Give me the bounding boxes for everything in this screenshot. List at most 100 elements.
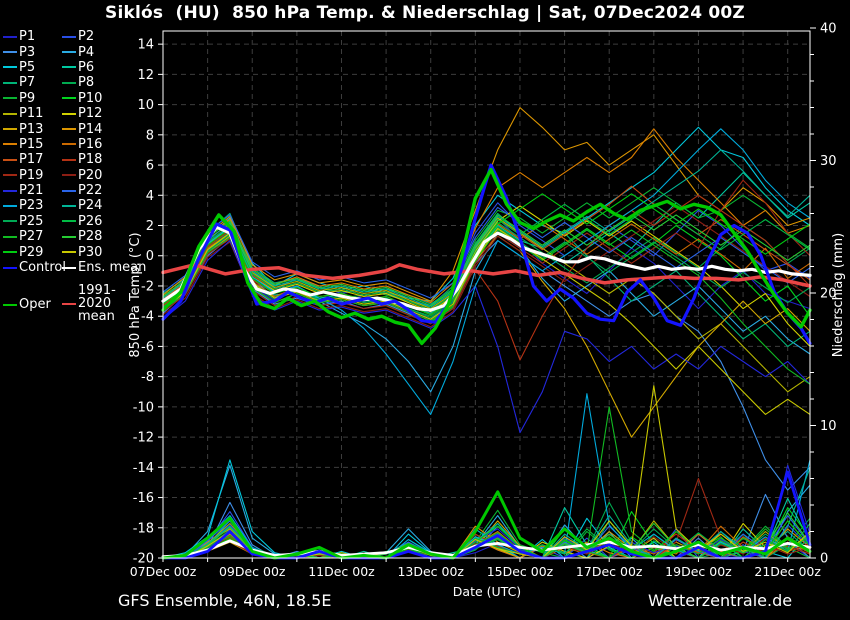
y-right-tick-label: 10: [820, 419, 837, 434]
member-p23-temp-line: [162, 128, 811, 415]
legend-label: P21: [19, 183, 44, 199]
ensemble-legend: P1 P2 P3 P4 P5 P6 P7 P8 P9 P10 P11 P12 P13 P14 P15 P16 P…: [3, 29, 146, 323]
legend-item-p4: P4: [62, 46, 146, 59]
legend-label: P5: [19, 59, 36, 75]
member-p22-temp-line: [162, 206, 811, 299]
legend-color-swatch: [3, 204, 17, 207]
legend-item-p5: P5: [3, 61, 62, 74]
legend-color-swatch: [3, 235, 17, 238]
legend-label: P14: [78, 121, 103, 137]
legend-color-swatch: [3, 112, 17, 115]
y-right-tick-label: 0: [820, 552, 828, 567]
footer-site-name: Wetterzentrale.de: [648, 591, 793, 610]
legend-item-p30: P30: [62, 246, 146, 259]
y-left-tick-label: 6: [146, 159, 154, 174]
main-temp-lines: [161, 163, 812, 346]
legend-label: P28: [78, 229, 103, 245]
x-tick-label: 19Dec 00z: [665, 564, 732, 579]
legend-color-swatch: [62, 35, 76, 38]
legend-item-p8: P8: [62, 76, 146, 89]
legend-color-swatch: [62, 51, 76, 54]
legend-item-p25: P25: [3, 215, 62, 228]
legend-color-swatch: [62, 204, 76, 207]
legend-label: P10: [78, 90, 103, 106]
legend-member-grid: P1 P2 P3 P4 P5 P6 P7 P8 P9 P10 P11 P12 P13 P14 P15 P16 P…: [3, 29, 146, 275]
legend-color-swatch: [3, 266, 17, 269]
series-ens-mean-temp-line: [161, 225, 812, 312]
footer-model-info: GFS Ensemble, 46N, 18.5E: [118, 591, 332, 610]
y-left-tick-label: 2: [146, 219, 154, 234]
y-left-tick-label: 10: [137, 98, 154, 113]
y-left-tick-label: -18: [133, 521, 154, 536]
legend-label: P15: [19, 136, 44, 152]
x-tick-label: 11Dec 00z: [308, 564, 375, 579]
legend-color-swatch: [3, 158, 17, 161]
legend-label: P18: [78, 152, 103, 168]
legend-label: P19: [19, 167, 44, 183]
x-tick-label: 21Dec 00z: [754, 564, 821, 579]
y-left-tick-label: -14: [133, 461, 154, 476]
legend-item-p16: P16: [62, 138, 146, 151]
legend-color-swatch: [62, 128, 76, 131]
legend-color-swatch: [3, 189, 17, 192]
y-left-tick-label: -4: [141, 310, 154, 325]
y-left-tick-label: 4: [146, 189, 154, 204]
legend-label: P11: [19, 106, 44, 122]
x-tick-label: 15Dec 00z: [487, 564, 554, 579]
legend-item-1991-2020-mean: 1991-2020 mean: [62, 284, 137, 323]
legend-item-p20: P20: [62, 169, 146, 182]
legend-label: P20: [78, 167, 103, 183]
legend-item-p18: P18: [62, 153, 146, 166]
legend-item-p23: P23: [3, 199, 62, 212]
legend-color-swatch: [3, 66, 17, 69]
legend-color-swatch: [3, 81, 17, 84]
main-precip-lines: [161, 470, 812, 560]
legend-item-p9: P9: [3, 92, 62, 105]
legend-item-p1: P1: [3, 30, 62, 43]
y-axis-left-title: 850 hPa Temp. (°C): [128, 232, 143, 358]
legend-item-p7: P7: [3, 76, 62, 89]
legend-item-p11: P11: [3, 107, 62, 120]
legend-color-swatch: [3, 143, 17, 146]
legend-item-p21: P21: [3, 184, 62, 197]
series-1991-2020-mean-temp-line: [161, 263, 812, 288]
y-axis-right-title: Niederschlag (mm): [831, 232, 846, 358]
member-p26-temp-line: [162, 203, 811, 311]
legend-item-p29: P29: [3, 246, 62, 259]
legend-color-swatch: [62, 189, 76, 192]
legend-label: P27: [19, 229, 44, 245]
legend-color-swatch: [62, 251, 76, 254]
series-oper-temp-line: [161, 167, 812, 346]
legend-color-swatch: [3, 251, 17, 254]
legend-label: P25: [19, 213, 44, 229]
legend-color-swatch: [3, 51, 17, 54]
legend-color-swatch: [62, 112, 76, 115]
legend-label: P17: [19, 152, 44, 168]
legend-color-swatch: [62, 220, 76, 223]
legend-label: P30: [78, 244, 103, 260]
y-left-tick-label: -6: [141, 340, 154, 355]
x-tick-label: 13Dec 00z: [397, 564, 464, 579]
member-p30-temp-line: [162, 227, 811, 415]
legend-color-swatch: [62, 302, 76, 305]
legend-label: P2: [78, 29, 95, 45]
legend-extra-grid: Oper 1991-2020 mean: [3, 284, 137, 323]
legend-label: P7: [19, 75, 36, 91]
legend-item-p12: P12: [62, 107, 146, 120]
y-right-tick-label: 40: [820, 22, 837, 37]
series-oper-precip-line: [161, 490, 812, 560]
legend-color-swatch: [62, 158, 76, 161]
legend-label: P22: [78, 183, 103, 199]
chart-title: Siklós (HU) 850 hPa Temp. & Niederschlag…: [105, 3, 745, 23]
legend-color-swatch: [62, 66, 76, 69]
legend-label: 1991-2020 mean: [78, 283, 116, 325]
legend-label: P3: [19, 44, 36, 60]
legend-label: P16: [78, 136, 103, 152]
legend-label: P26: [78, 213, 103, 229]
y-left-tick-label: -2: [141, 279, 154, 294]
legend-item-oper: Oper: [3, 298, 62, 311]
legend-item-p27: P27: [3, 230, 62, 243]
y-left-tick-label: -20: [133, 552, 154, 567]
legend-label: Oper: [19, 297, 51, 313]
